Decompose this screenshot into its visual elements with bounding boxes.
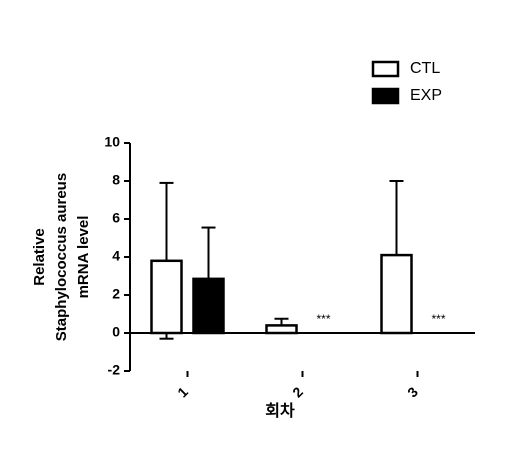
y-tick-label: 8 — [112, 172, 120, 188]
y-tick-label: 2 — [112, 286, 120, 302]
bar — [265, 324, 298, 335]
y-tick-label: -2 — [108, 362, 121, 378]
legend-swatch — [371, 60, 400, 78]
y-axis-label: Relative — [31, 228, 48, 286]
legend-label: CTL — [410, 60, 440, 77]
bar — [380, 253, 413, 335]
annotation: *** — [316, 312, 330, 326]
x-tick-label: 2 — [289, 384, 306, 401]
y-axis-label: Staphylococcus aureus — [53, 173, 70, 341]
y-tick-label: 4 — [112, 248, 120, 264]
x-tick-label: 3 — [404, 384, 421, 401]
x-axis-label: 회차 — [265, 401, 295, 420]
y-tick-label: 0 — [112, 324, 120, 340]
y-axis-label: mRNA level — [75, 216, 92, 299]
y-tick-label: 10 — [104, 134, 120, 150]
x-tick-label: 1 — [174, 384, 191, 401]
bar — [192, 277, 225, 335]
legend-label: EXP — [410, 87, 442, 104]
y-tick-label: 6 — [112, 210, 120, 226]
bar — [150, 259, 183, 335]
legend-swatch — [371, 87, 400, 105]
annotation: *** — [431, 312, 445, 326]
